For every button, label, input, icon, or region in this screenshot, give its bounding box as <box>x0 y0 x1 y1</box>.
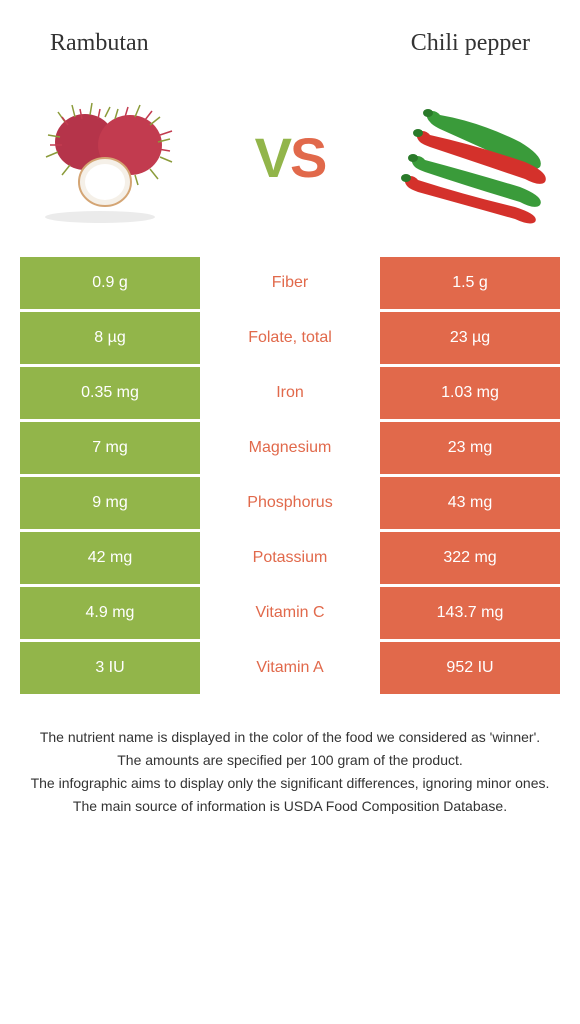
vs-v: V <box>255 126 290 189</box>
nutrient-left-value: 0.9 g <box>20 257 200 309</box>
nutrient-row: 3 IUVitamin A952 IU <box>20 642 560 694</box>
nutrient-right-value: 952 IU <box>380 642 560 694</box>
nutrient-right-value: 1.5 g <box>380 257 560 309</box>
vs-s: S <box>290 126 325 189</box>
nutrient-right-value: 43 mg <box>380 477 560 529</box>
nutrient-row: 0.9 gFiber1.5 g <box>20 257 560 309</box>
nutrient-name: Vitamin A <box>200 642 380 694</box>
footer-line: The amounts are specified per 100 gram o… <box>30 750 550 771</box>
footer-line: The nutrient name is displayed in the co… <box>30 727 550 748</box>
nutrient-name: Fiber <box>200 257 380 309</box>
header: Rambutan Chili pepper <box>0 0 580 67</box>
nutrient-right-value: 322 mg <box>380 532 560 584</box>
nutrient-right-value: 1.03 mg <box>380 367 560 419</box>
rambutan-image <box>20 87 200 227</box>
nutrient-left-value: 4.9 mg <box>20 587 200 639</box>
nutrient-left-value: 0.35 mg <box>20 367 200 419</box>
footer-line: The main source of information is USDA F… <box>30 796 550 817</box>
nutrient-left-value: 3 IU <box>20 642 200 694</box>
nutrient-table: 0.9 gFiber1.5 g8 µgFolate, total23 µg0.3… <box>20 257 560 694</box>
nutrient-row: 8 µgFolate, total23 µg <box>20 312 560 364</box>
vs-label: VS <box>255 125 326 190</box>
nutrient-name: Vitamin C <box>200 587 380 639</box>
nutrient-right-value: 143.7 mg <box>380 587 560 639</box>
nutrient-right-value: 23 µg <box>380 312 560 364</box>
nutrient-row: 4.9 mgVitamin C143.7 mg <box>20 587 560 639</box>
nutrient-row: 42 mgPotassium322 mg <box>20 532 560 584</box>
nutrient-left-value: 7 mg <box>20 422 200 474</box>
nutrient-left-value: 8 µg <box>20 312 200 364</box>
nutrient-name: Phosphorus <box>200 477 380 529</box>
footer-notes: The nutrient name is displayed in the co… <box>0 697 580 817</box>
left-food-title: Rambutan <box>50 30 149 57</box>
nutrient-name: Iron <box>200 367 380 419</box>
nutrient-row: 0.35 mgIron1.03 mg <box>20 367 560 419</box>
nutrient-row: 7 mgMagnesium23 mg <box>20 422 560 474</box>
nutrient-left-value: 42 mg <box>20 532 200 584</box>
nutrient-name: Potassium <box>200 532 380 584</box>
comparison-hero: VS <box>0 67 580 257</box>
nutrient-name: Folate, total <box>200 312 380 364</box>
nutrient-row: 9 mgPhosphorus43 mg <box>20 477 560 529</box>
chili-image <box>380 87 560 227</box>
footer-line: The infographic aims to display only the… <box>30 773 550 794</box>
nutrient-name: Magnesium <box>200 422 380 474</box>
nutrient-left-value: 9 mg <box>20 477 200 529</box>
right-food-title: Chili pepper <box>411 30 530 57</box>
nutrient-right-value: 23 mg <box>380 422 560 474</box>
